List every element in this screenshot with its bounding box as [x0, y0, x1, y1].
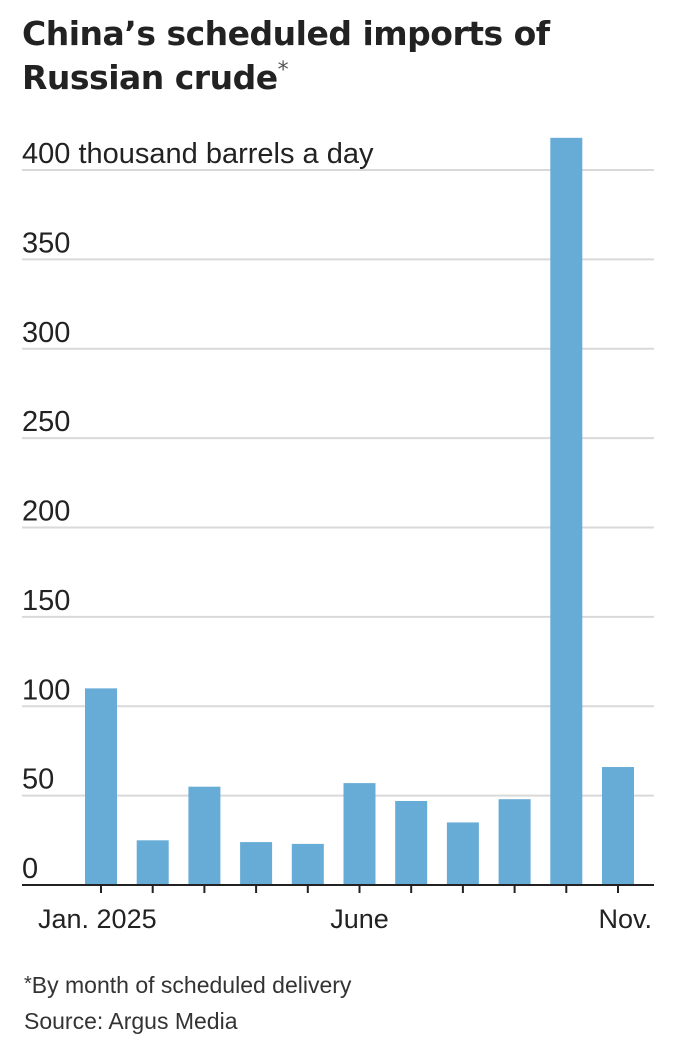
bar: [395, 800, 428, 885]
title-footnote-marker: *: [277, 58, 289, 83]
bars: [85, 137, 634, 885]
bar: [136, 840, 169, 885]
bar: [240, 842, 273, 885]
x-tick-label: Nov.: [598, 904, 652, 934]
bar: [550, 137, 583, 885]
y-tick-label: 200: [22, 496, 70, 528]
x-tick-label: Jan. 2025: [38, 904, 157, 934]
chart-title: China’s scheduled imports of Russian cru…: [22, 12, 662, 100]
y-tick-label: 100: [22, 674, 70, 706]
chart-title-text: China’s scheduled imports of Russian cru…: [22, 14, 550, 97]
y-tick-label: 350: [22, 227, 70, 259]
bar: [85, 688, 117, 885]
source-credit: Source: Argus Media: [24, 1008, 238, 1034]
bar-chart: 0 50 100 150 200 250 300 350 400 thousand barrel…: [22, 137, 654, 934]
y-tick-label: 0: [22, 853, 38, 885]
y-tick-label: 250: [22, 406, 70, 438]
y-tick-label: 300: [22, 317, 70, 349]
bar: [291, 843, 324, 885]
x-tick-label: June: [330, 904, 389, 934]
footnote-marker: *: [24, 973, 32, 995]
y-tick-label: 150: [22, 585, 70, 617]
bar: [602, 767, 634, 885]
footnote: *By month of scheduled delivery: [24, 966, 351, 1003]
axis-labels: 0 50 100 150 200 250 300 350 400 thousand barrel…: [22, 138, 652, 934]
gridlines: [22, 169, 654, 797]
chart-notes: *By month of scheduled delivery Source: …: [24, 966, 351, 1039]
y-tick-label: 50: [22, 764, 54, 796]
x-axis: [22, 884, 654, 893]
bar: [188, 786, 221, 885]
bar: [343, 783, 376, 885]
footnote-text: By month of scheduled delivery: [31, 972, 352, 998]
y-tick-label: 400 thousand barrels a day: [22, 138, 374, 170]
bar: [446, 822, 479, 885]
bar: [498, 799, 531, 885]
